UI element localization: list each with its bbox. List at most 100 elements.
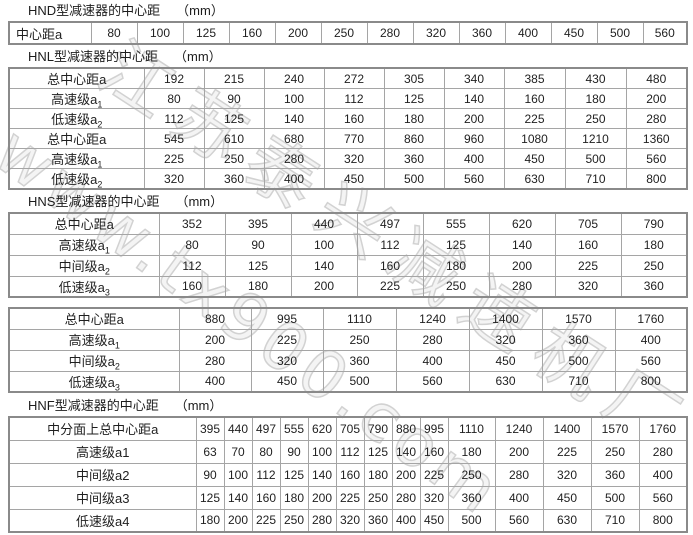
value-cell: 880 (178, 307, 252, 330)
value-cell: 140 (307, 462, 337, 487)
value-cell: 430 (564, 67, 627, 89)
value-cell: 90 (279, 439, 309, 464)
hnd-table: 中心距a 80 100 125 160 200 250 280 320 360 400 450 500 5… (8, 21, 688, 45)
value-cell: 1360 (625, 128, 688, 149)
value-cell: 450 (419, 508, 449, 533)
value-cell: 200 (223, 508, 253, 533)
value-cell: 960 (443, 128, 505, 149)
value-cell: 280 (494, 462, 544, 487)
value-cell: 200 (391, 462, 421, 487)
value-cell: 400 (395, 349, 470, 372)
value-cell: 560 (625, 148, 688, 169)
value-cell: 450 (542, 485, 592, 510)
value-cell: 160 (323, 108, 385, 129)
value-cell: 112 (158, 254, 226, 277)
value-cell: 500 (564, 148, 627, 169)
value-cell: 360 (383, 148, 445, 169)
value-cell: 1110 (322, 307, 397, 330)
value-cell: 160 (554, 233, 622, 256)
value-cell: 1240 (494, 416, 544, 441)
value-cell: 705 (554, 212, 622, 235)
unit-label: （mm） (174, 49, 222, 64)
unit-label: （mm） (174, 398, 223, 413)
value-cell: 1760 (638, 416, 688, 441)
value-cell: 400 (638, 462, 688, 487)
row-label: 总中心距a (8, 128, 145, 149)
value-cell: 225 (554, 254, 622, 277)
value-cell: 125 (383, 88, 445, 109)
section-title-hnd: HND型减速器的中心距 （mm） (28, 3, 686, 19)
table-row: 总中心距a 545 610 680 770 860 960 1080 1210 1360 (8, 128, 688, 149)
value-cell: 360 (541, 328, 616, 351)
value-cell: 1110 (447, 416, 496, 441)
value-cell: 200 (307, 485, 337, 510)
hnf-table: 中分面上总中心距a 395 440 497 555 620 705 790 880 995 1110… (8, 416, 688, 533)
table-row: 中心距a 80 100 125 160 200 250 280 320 360 400 450 500 5… (8, 21, 688, 45)
value-cell: 100 (136, 21, 184, 45)
value-cell: 112 (143, 108, 205, 129)
value-cell: 352 (158, 212, 226, 235)
row-label: 总中心距a (8, 307, 180, 330)
value-cell: 180 (422, 254, 490, 277)
row-label: 低速级a3 (8, 370, 180, 393)
value-cell: 80 (251, 439, 281, 464)
row-label-subscript: 1 (97, 159, 103, 169)
value-cell: 225 (503, 108, 566, 129)
value-cell: 280 (625, 108, 688, 129)
value-cell: 125 (224, 254, 292, 277)
value-cell: 280 (366, 21, 414, 45)
value-cell: 112 (251, 462, 281, 487)
table-row: 中间级a3 125 140 160 180 200 225 250 280 320 360 400 45… (8, 485, 688, 510)
row-label: 中间级a3 (8, 485, 197, 510)
row-label: 中心距a (8, 21, 92, 45)
value-cell: 125 (195, 485, 225, 510)
value-cell: 560 (395, 370, 470, 393)
row-label-subscript: 1 (114, 340, 120, 350)
value-cell: 215 (203, 67, 265, 89)
value-cell: 340 (443, 67, 505, 89)
value-cell: 100 (307, 439, 337, 464)
value-cell: 250 (363, 485, 393, 510)
row-label-subscript: 3 (114, 382, 120, 392)
value-cell: 320 (542, 462, 592, 487)
row-label: 高速级a1 (8, 328, 180, 351)
value-cell: 200 (488, 254, 556, 277)
value-cell: 160 (158, 275, 226, 298)
table-row: 高速级a1 63 70 80 90 100 112 125 140 160 180 200 225 250… (8, 439, 688, 464)
value-cell: 320 (143, 168, 205, 190)
value-cell: 80 (143, 88, 205, 109)
value-cell: 800 (625, 168, 688, 190)
value-cell: 480 (625, 67, 688, 89)
value-cell: 280 (391, 485, 421, 510)
value-cell: 112 (323, 88, 385, 109)
table-row: 中分面上总中心距a 395 440 497 555 620 705 790 880 995 1110… (8, 416, 688, 441)
value-cell: 610 (203, 128, 265, 149)
value-cell: 545 (143, 128, 205, 149)
row-label: 低速级a2 (8, 168, 145, 190)
value-cell: 280 (263, 148, 325, 169)
value-cell: 250 (322, 328, 397, 351)
row-label-subscript: 2 (97, 119, 103, 129)
value-cell: 225 (143, 148, 205, 169)
value-cell: 500 (322, 370, 397, 393)
value-cell: 140 (263, 108, 325, 129)
value-cell: 995 (419, 416, 449, 441)
value-cell: 395 (224, 212, 292, 235)
value-cell: 320 (335, 508, 365, 533)
section-title-text: HNL型减速器的中心距 (28, 49, 159, 64)
value-cell: 250 (620, 254, 688, 277)
value-cell: 125 (422, 233, 490, 256)
value-cell: 250 (279, 508, 309, 533)
row-label: 高速级a1 (8, 148, 145, 169)
table-row: 低速级a3 400 450 500 560 630 710 800 (8, 370, 688, 393)
value-cell: 70 (223, 439, 253, 464)
table-row: 低速级a2 112 125 140 160 180 200 225 250 280 (8, 108, 688, 129)
value-cell: 250 (447, 462, 496, 487)
value-cell: 500 (447, 508, 496, 533)
value-cell: 250 (422, 275, 490, 298)
value-cell: 180 (279, 485, 309, 510)
row-label-subscript: 3 (104, 287, 110, 297)
value-cell: 497 (251, 416, 281, 441)
value-cell: 90 (203, 88, 265, 109)
table-row: 中间级a2 112 125 140 160 180 200 225 250 (8, 254, 688, 277)
